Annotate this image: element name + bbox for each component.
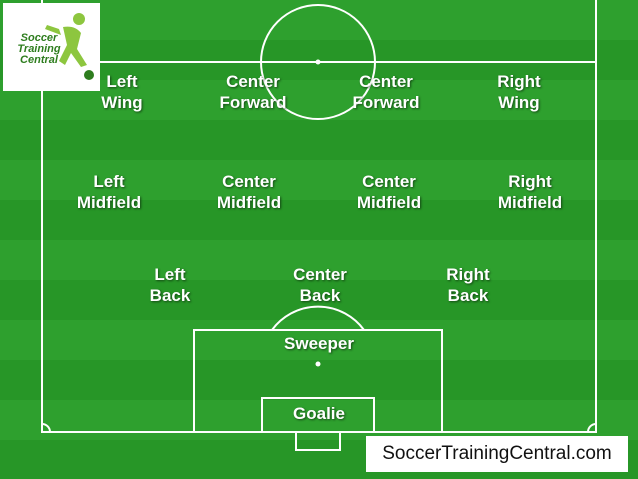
position-label: Right [508, 172, 552, 191]
position-label: Forward [352, 93, 420, 112]
position-label: Wing [498, 93, 540, 112]
position-label: Center [359, 72, 413, 91]
position-center-forward-left: Center Forward [193, 71, 313, 113]
position-label: Left [154, 265, 186, 284]
penalty-arc [271, 305, 365, 331]
position-label: Right [497, 72, 541, 91]
corner-arc-right [587, 423, 597, 433]
position-center-back: Center Back [260, 264, 380, 306]
position-label: Right [446, 265, 490, 284]
penalty-spot [315, 361, 321, 367]
logo-line-1: Soccer [20, 32, 58, 44]
position-label: Back [447, 286, 489, 305]
position-label: Back [149, 286, 191, 305]
position-label: Left [106, 72, 138, 91]
corner-arc-left [41, 423, 51, 433]
position-label: Wing [101, 93, 143, 112]
position-left-midfield: Left Midfield [49, 171, 169, 213]
website-link[interactable]: SoccerTrainingCentral.com [366, 436, 628, 472]
position-right-midfield: Right Midfield [470, 171, 590, 213]
logo-text: Soccer Training Central [9, 33, 69, 66]
center-spot [315, 59, 321, 65]
position-left-back: Left Back [110, 264, 230, 306]
position-right-back: Right Back [408, 264, 528, 306]
position-center-midfield-right: Center Midfield [329, 171, 449, 213]
position-label: Center [293, 265, 347, 284]
position-label: Back [299, 286, 341, 305]
position-label: Center [226, 72, 280, 91]
soccer-training-central-logo: Soccer Training Central [3, 3, 100, 91]
position-label: Sweeper [284, 334, 354, 353]
position-label: Center [362, 172, 416, 191]
position-center-midfield-left: Center Midfield [189, 171, 309, 213]
goal [295, 431, 341, 451]
position-label: Center [222, 172, 276, 191]
position-label: Goalie [293, 404, 345, 423]
field-boundary [41, 0, 597, 433]
position-goalie: Goalie [259, 403, 379, 424]
position-label: Midfield [216, 193, 282, 212]
position-label: Midfield [76, 193, 142, 212]
logo-line-2: Training [17, 43, 61, 55]
position-label: Midfield [356, 193, 422, 212]
position-label: Left [93, 172, 125, 191]
center-circle [260, 4, 376, 120]
position-left-wing: Left Wing [62, 71, 182, 113]
position-center-forward-right: Center Forward [326, 71, 446, 113]
position-label: Forward [219, 93, 287, 112]
position-right-wing: Right Wing [459, 71, 579, 113]
logo-line-3: Central [20, 54, 58, 66]
soccer-player-icon [45, 13, 94, 80]
position-label: Midfield [497, 193, 563, 212]
position-sweeper: Sweeper [259, 333, 379, 354]
